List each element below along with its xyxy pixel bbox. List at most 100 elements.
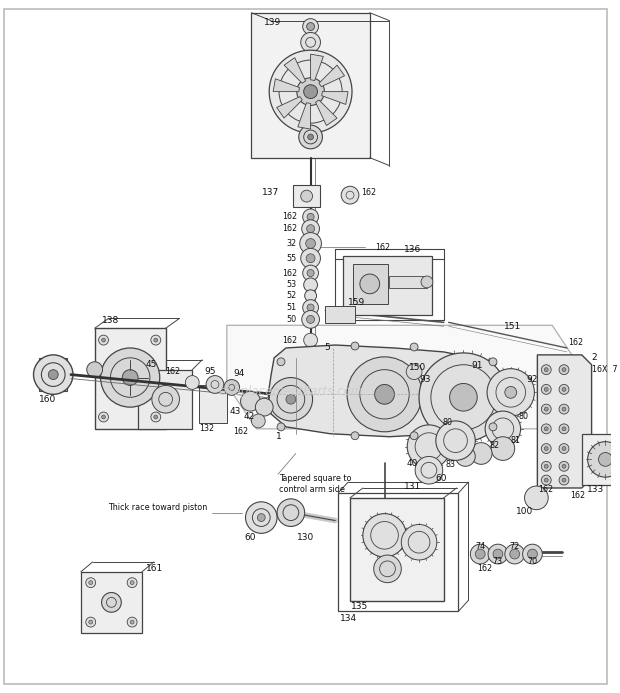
- Bar: [40, 358, 67, 392]
- Circle shape: [374, 555, 401, 583]
- Text: 130: 130: [297, 533, 314, 542]
- Circle shape: [86, 578, 95, 588]
- Circle shape: [544, 368, 548, 371]
- Circle shape: [152, 385, 179, 413]
- Circle shape: [598, 453, 613, 466]
- Circle shape: [541, 475, 551, 485]
- Circle shape: [304, 278, 317, 292]
- Bar: [582, 434, 620, 485]
- Text: 95: 95: [204, 367, 216, 376]
- Text: 162: 162: [538, 486, 554, 495]
- Bar: [199, 385, 227, 423]
- Circle shape: [421, 362, 476, 417]
- Circle shape: [307, 270, 314, 277]
- Bar: [326, 306, 355, 324]
- Polygon shape: [298, 103, 311, 129]
- Circle shape: [304, 290, 316, 301]
- Circle shape: [510, 549, 520, 559]
- Text: eReplacementParts.com: eReplacementParts.com: [219, 385, 363, 398]
- Circle shape: [255, 398, 273, 416]
- Circle shape: [559, 385, 569, 394]
- Circle shape: [476, 549, 485, 559]
- Text: 150: 150: [409, 363, 427, 372]
- Circle shape: [303, 209, 319, 225]
- Text: 136: 136: [404, 245, 421, 254]
- Circle shape: [100, 348, 160, 407]
- Circle shape: [301, 190, 312, 202]
- Circle shape: [257, 514, 265, 522]
- Circle shape: [99, 412, 108, 422]
- Polygon shape: [252, 12, 370, 158]
- Bar: [338, 493, 459, 611]
- Circle shape: [306, 254, 315, 263]
- Text: 139: 139: [264, 18, 281, 27]
- Circle shape: [544, 446, 548, 450]
- Text: 162: 162: [233, 428, 249, 437]
- Circle shape: [154, 415, 157, 419]
- Text: 160: 160: [40, 395, 56, 404]
- Circle shape: [541, 365, 551, 375]
- Circle shape: [544, 478, 548, 482]
- Text: 16X  7: 16X 7: [591, 365, 618, 374]
- Circle shape: [562, 407, 566, 411]
- Circle shape: [374, 385, 394, 404]
- Text: 43: 43: [229, 407, 241, 416]
- Circle shape: [302, 220, 319, 238]
- Text: 162: 162: [281, 335, 297, 344]
- Circle shape: [301, 33, 321, 52]
- Circle shape: [127, 617, 137, 627]
- Text: Thick race toward piston: Thick race toward piston: [108, 503, 208, 512]
- Circle shape: [559, 475, 569, 485]
- Circle shape: [307, 315, 314, 324]
- Bar: [389, 276, 427, 288]
- Text: 93: 93: [419, 375, 430, 384]
- Circle shape: [206, 376, 224, 394]
- Text: 73: 73: [493, 557, 503, 566]
- Text: 162: 162: [281, 269, 297, 277]
- Text: 151: 151: [504, 322, 521, 331]
- Circle shape: [559, 424, 569, 434]
- Text: 100: 100: [516, 507, 533, 516]
- Circle shape: [525, 486, 548, 509]
- Text: 92: 92: [526, 375, 538, 384]
- Text: 80: 80: [519, 412, 529, 421]
- Circle shape: [421, 276, 433, 288]
- Circle shape: [588, 441, 620, 477]
- Text: 161: 161: [146, 564, 163, 573]
- Circle shape: [302, 310, 319, 328]
- Text: 131: 131: [404, 482, 422, 491]
- Polygon shape: [95, 328, 166, 429]
- Bar: [353, 264, 388, 304]
- Circle shape: [406, 364, 422, 380]
- Text: 82: 82: [489, 441, 499, 450]
- Circle shape: [246, 502, 277, 534]
- Circle shape: [48, 369, 58, 380]
- Text: 162: 162: [570, 491, 585, 500]
- Circle shape: [541, 424, 551, 434]
- Polygon shape: [311, 54, 324, 80]
- Text: 70: 70: [528, 557, 538, 566]
- Circle shape: [99, 335, 108, 345]
- Text: 159: 159: [348, 298, 366, 307]
- Circle shape: [541, 385, 551, 394]
- Circle shape: [102, 593, 122, 612]
- Bar: [293, 185, 321, 207]
- Text: 72: 72: [510, 542, 520, 551]
- Circle shape: [301, 248, 321, 268]
- Circle shape: [559, 365, 569, 375]
- Circle shape: [485, 411, 521, 446]
- Circle shape: [89, 581, 92, 585]
- Circle shape: [307, 213, 314, 220]
- Circle shape: [562, 446, 566, 450]
- Circle shape: [151, 335, 161, 345]
- Text: 162: 162: [374, 243, 390, 252]
- Circle shape: [277, 499, 304, 527]
- Circle shape: [487, 369, 534, 416]
- Circle shape: [523, 544, 542, 564]
- Text: control arm side: control arm side: [279, 486, 345, 495]
- Circle shape: [562, 387, 566, 392]
- Circle shape: [544, 387, 548, 392]
- Circle shape: [102, 415, 105, 419]
- Circle shape: [436, 421, 476, 460]
- Circle shape: [185, 376, 199, 389]
